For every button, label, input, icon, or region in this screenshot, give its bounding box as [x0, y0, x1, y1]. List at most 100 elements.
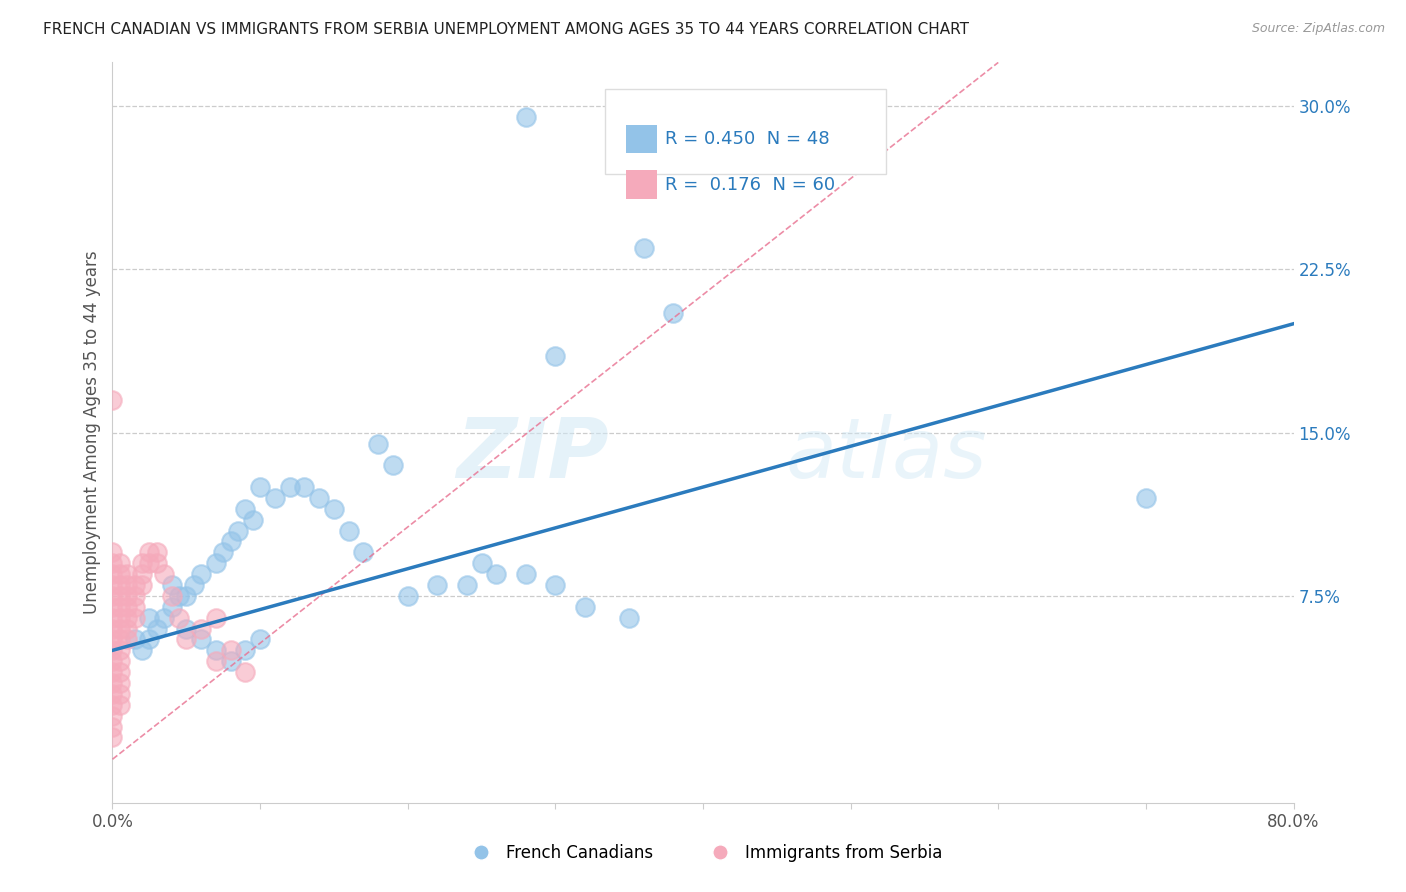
Point	[308, 491, 330, 505]
Point	[108, 676, 131, 690]
Point	[101, 687, 124, 701]
Point	[146, 622, 169, 636]
Point	[292, 480, 315, 494]
Point	[101, 698, 124, 712]
Point	[108, 556, 131, 570]
Point	[108, 611, 131, 625]
Point	[101, 611, 124, 625]
Point	[108, 567, 131, 582]
Point	[190, 632, 212, 647]
Point	[426, 578, 449, 592]
Point	[117, 599, 138, 614]
Point	[108, 632, 131, 647]
Point	[382, 458, 405, 473]
Point	[146, 556, 169, 570]
Point	[101, 567, 124, 582]
Point	[117, 589, 138, 603]
Point	[233, 501, 256, 516]
Point	[212, 545, 235, 559]
Point	[367, 436, 389, 450]
Point	[160, 578, 183, 592]
Point	[124, 632, 146, 647]
Point	[131, 643, 153, 657]
Point	[101, 676, 124, 690]
Point	[278, 480, 301, 494]
Point	[101, 578, 124, 592]
Point	[544, 350, 567, 364]
Point	[515, 567, 537, 582]
Point	[205, 611, 228, 625]
Text: atlas: atlas	[786, 414, 987, 495]
Point	[101, 708, 124, 723]
Y-axis label: Unemployment Among Ages 35 to 44 years: Unemployment Among Ages 35 to 44 years	[83, 251, 101, 615]
Point	[619, 611, 641, 625]
Point	[190, 567, 212, 582]
Point	[124, 599, 146, 614]
Point	[108, 654, 131, 668]
Point	[101, 720, 124, 734]
Point	[101, 589, 124, 603]
Text: R = 0.450  N = 48: R = 0.450 N = 48	[665, 130, 830, 148]
Text: R =  0.176  N = 60: R = 0.176 N = 60	[665, 176, 835, 194]
Point	[146, 545, 169, 559]
Point	[396, 589, 419, 603]
Point	[174, 632, 197, 647]
Point	[633, 241, 655, 255]
Point	[101, 632, 124, 647]
Point	[544, 578, 567, 592]
Point	[101, 622, 124, 636]
Point	[117, 632, 138, 647]
Point	[108, 698, 131, 712]
Point	[1135, 491, 1157, 505]
Point	[101, 654, 124, 668]
Point	[352, 545, 374, 559]
Point	[233, 643, 256, 657]
Point	[117, 578, 138, 592]
Point	[337, 524, 360, 538]
Point	[160, 589, 183, 603]
Point	[108, 687, 131, 701]
Point	[124, 589, 146, 603]
Point	[264, 491, 287, 505]
Point	[101, 556, 124, 570]
Point	[101, 545, 124, 559]
Point	[138, 556, 160, 570]
Point	[574, 599, 596, 614]
Point	[242, 513, 264, 527]
Point	[226, 524, 249, 538]
Point	[174, 589, 197, 603]
Point	[249, 632, 271, 647]
Point	[108, 599, 131, 614]
Point	[108, 589, 131, 603]
Point	[249, 480, 271, 494]
Point	[515, 110, 537, 124]
Legend: French Canadians, Immigrants from Serbia: French Canadians, Immigrants from Serbia	[457, 838, 949, 869]
Point	[205, 654, 228, 668]
Point	[131, 578, 153, 592]
Text: Source: ZipAtlas.com: Source: ZipAtlas.com	[1251, 22, 1385, 36]
Point	[108, 622, 131, 636]
Point	[138, 611, 160, 625]
Point	[233, 665, 256, 680]
Text: FRENCH CANADIAN VS IMMIGRANTS FROM SERBIA UNEMPLOYMENT AMONG AGES 35 TO 44 YEARS: FRENCH CANADIAN VS IMMIGRANTS FROM SERBI…	[44, 22, 969, 37]
Point	[138, 632, 160, 647]
Point	[160, 599, 183, 614]
Point	[131, 556, 153, 570]
Point	[117, 567, 138, 582]
Point	[101, 392, 124, 407]
Point	[117, 611, 138, 625]
Point	[219, 643, 242, 657]
Point	[323, 501, 346, 516]
Point	[662, 306, 685, 320]
Point	[205, 643, 228, 657]
Point	[183, 578, 205, 592]
Point	[485, 567, 508, 582]
Text: ZIP: ZIP	[456, 414, 609, 495]
Point	[167, 611, 190, 625]
Point	[124, 578, 146, 592]
Point	[219, 654, 242, 668]
Point	[153, 611, 176, 625]
Point	[219, 534, 242, 549]
Point	[167, 589, 190, 603]
Point	[456, 578, 478, 592]
